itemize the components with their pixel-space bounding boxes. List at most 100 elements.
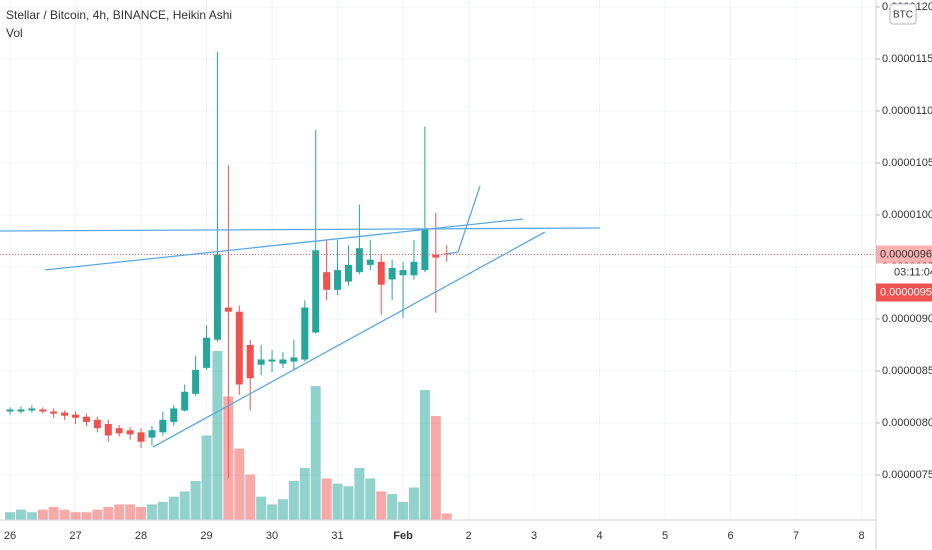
currency[interactable]: BTC (893, 10, 913, 21)
volume-bar (92, 509, 103, 520)
candle-body (257, 359, 265, 365)
trend-line (0, 227, 601, 232)
volume-bar (398, 501, 409, 520)
volume-bar (343, 486, 354, 520)
price-pane (0, 51, 876, 479)
trend-line (44, 218, 524, 271)
x-tick-label: 6 (728, 530, 734, 542)
volume-bar (179, 491, 190, 520)
candle-body (388, 268, 396, 280)
candle-body (50, 411, 58, 414)
volume-bar (48, 507, 59, 520)
candle-body (104, 424, 112, 436)
volume-bar (168, 496, 179, 520)
x-tick-label: 31 (331, 530, 343, 542)
candle-body (137, 432, 145, 442)
volume-bar (70, 512, 81, 520)
drawings (0, 185, 601, 448)
candle-body (72, 414, 80, 418)
x-tick-label: 26 (4, 530, 16, 542)
candle-body (268, 359, 276, 362)
x-tick-label: 4 (597, 530, 603, 542)
x-tick-label: 8 (859, 530, 865, 542)
candle-body (6, 409, 14, 412)
x-tick-label: 7 (793, 530, 799, 542)
x-tick-label: 30 (266, 530, 278, 542)
candle-body (170, 408, 178, 422)
last-price-label: 0.00000962 (880, 248, 932, 260)
candle-body (410, 261, 418, 276)
volume-bar (441, 513, 452, 520)
candle-body (323, 272, 331, 290)
candle-body (246, 344, 254, 379)
volume-bar (201, 435, 212, 520)
volume-bar (157, 501, 168, 520)
candle-body (421, 229, 429, 271)
candle-body (377, 261, 385, 285)
candle-body (432, 254, 440, 258)
candle-body (93, 419, 101, 429)
volume-bar (299, 468, 310, 520)
candle-body (235, 311, 243, 385)
candle-body (192, 369, 200, 394)
volume-bar (234, 448, 245, 520)
volume-bar (419, 390, 430, 520)
chart-title: Stellar / Bitcoin, 4h, BINANCE, Heikin A… (6, 8, 232, 22)
volume-bar (5, 512, 16, 520)
candle-body (115, 428, 123, 434)
candle-body (301, 307, 309, 360)
candle-body (334, 270, 342, 290)
candle-body (443, 253, 451, 255)
price-label-box (876, 283, 932, 302)
volume-bar (114, 504, 125, 520)
volume-bar (212, 351, 223, 520)
candle-body (344, 264, 352, 282)
currency-box[interactable] (889, 3, 917, 25)
volume-bar (26, 512, 37, 520)
candle-body (213, 254, 221, 340)
candle-body (399, 270, 407, 276)
price-label: 0.00000951 (880, 286, 932, 298)
trend-line (152, 231, 546, 448)
volume-bar (332, 483, 343, 520)
x-tick-label: 3 (531, 530, 537, 542)
volume-bar (245, 474, 256, 520)
x-tick-label: 27 (69, 530, 81, 542)
volume-bar (81, 512, 92, 520)
candle-body (17, 409, 25, 412)
volume-bar (37, 509, 48, 520)
volume-bar (277, 499, 288, 520)
volume-bar (321, 478, 332, 520)
volume-bar (136, 507, 147, 520)
volume-label: Vol (6, 26, 23, 40)
last-price-box (876, 245, 932, 264)
volume-bar (15, 509, 26, 520)
volume-bar (267, 504, 278, 520)
candle-body (61, 412, 69, 416)
candle-body (279, 359, 287, 364)
volume-bar (125, 504, 136, 520)
volume-bar (146, 504, 157, 520)
volume-bar (190, 481, 201, 520)
candle-body (148, 430, 156, 438)
candle-body (355, 248, 363, 273)
volume-bar (103, 507, 114, 520)
candle-body (203, 337, 211, 368)
x-tick-label: Feb (393, 530, 413, 542)
countdown: 03:11:04 (894, 266, 932, 278)
volume-bar (256, 496, 267, 520)
candle-body (126, 430, 134, 435)
candle-body (181, 391, 189, 411)
candle-body (366, 259, 374, 265)
x-tick-label: 28 (135, 530, 147, 542)
candle-body (224, 307, 232, 312)
